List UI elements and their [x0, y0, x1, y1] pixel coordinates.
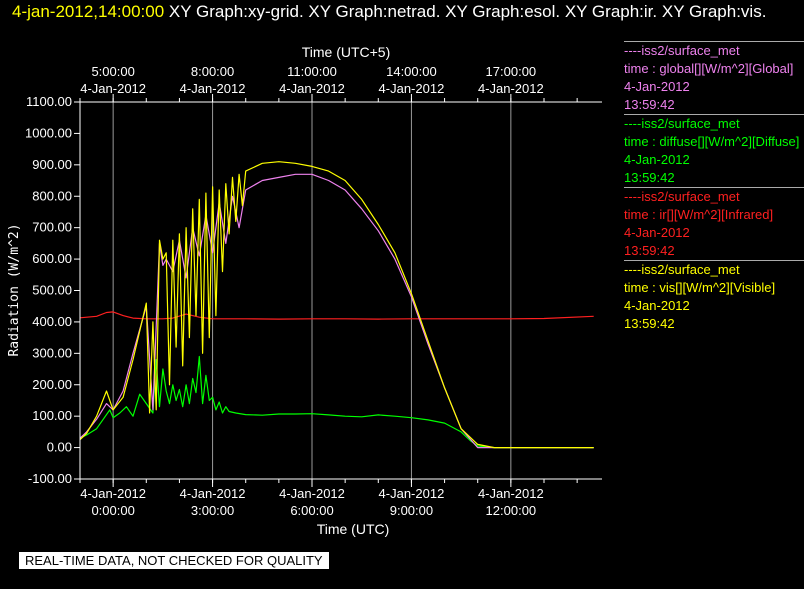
- y-tick-label-0: -100.00: [28, 471, 72, 486]
- x-tick-time-3: 9:00:00: [390, 503, 433, 518]
- x2-axis-title: Time (UTC+5): [302, 44, 391, 60]
- x-tick-date-3: 4-Jan-2012: [379, 486, 445, 501]
- axes-layer: [74, 94, 602, 487]
- x-tick-time-0: 0:00:00: [91, 503, 134, 518]
- chart-header: 4-jan-2012,14:00:00 XY Graph:xy-grid. XY…: [12, 1, 802, 23]
- legend-source: ----iss2/surface_met: [624, 262, 740, 277]
- header-timestamp: 4-jan-2012,14:00:00: [12, 2, 165, 21]
- x2-tick-date-4: 4-Jan-2012: [478, 81, 544, 96]
- legend-source: ----iss2/surface_met: [624, 189, 740, 204]
- y-tick-label-4: 300.00: [32, 345, 72, 360]
- legend-date: 4-Jan-2012: [624, 298, 690, 313]
- legend-source: ----iss2/surface_met: [624, 116, 740, 131]
- legend-date: 4-Jan-2012: [624, 225, 690, 240]
- legend-source: ----iss2/surface_met: [624, 43, 740, 58]
- legend-date: 4-Jan-2012: [624, 152, 690, 167]
- y-tick-label-9: 800.00: [32, 188, 72, 203]
- radiation-chart: -100.00 0.00 100.00 200.00 300.00 400.00 500.0…: [7, 44, 602, 537]
- x-tick-date-0: 4-Jan-2012: [80, 486, 146, 501]
- header-title: XY Graph:xy-grid. XY Graph:netrad. XY Gr…: [164, 2, 767, 21]
- legend-time: 13:59:42: [624, 316, 675, 331]
- x2-tick-time-4: 17:00:00: [486, 64, 537, 79]
- x2-tick-time-0: 5:00:00: [91, 64, 134, 79]
- y-tick-label-5: 400.00: [32, 314, 72, 329]
- legend-date: 4-Jan-2012: [624, 79, 690, 94]
- y-tick-label-2: 100.00: [32, 408, 72, 423]
- y-tick-label-3: 200.00: [32, 377, 72, 392]
- legend-time: 13:59:42: [624, 170, 675, 185]
- y-tick-label-10: 900.00: [32, 157, 72, 172]
- x-tick-time-4: 12:00:00: [486, 503, 537, 518]
- y-tick-label-1: 0.00: [47, 440, 72, 455]
- series-line-diffuse: [79, 355, 594, 449]
- x-tick-time-2: 6:00:00: [290, 503, 333, 518]
- legend-time: 13:59:42: [624, 243, 675, 258]
- x2-tick-date-0: 4-Jan-2012: [80, 81, 146, 96]
- x2-tick-date-3: 4-Jan-2012: [379, 81, 445, 96]
- x2-tick-time-2: 11:00:00: [287, 64, 337, 79]
- x2-tick-time-1: 8:00:00: [191, 64, 234, 79]
- y-tick-label-11: 1000.00: [25, 125, 72, 140]
- grid-layer: [112, 102, 512, 479]
- series-layer: [79, 161, 594, 449]
- x2-tick-date-2: 4-Jan-2012: [279, 81, 345, 96]
- x2-tick-time-3: 14:00:00: [386, 64, 437, 79]
- x-axis-title: Time (UTC): [317, 521, 390, 537]
- x2-tick-date-1: 4-Jan-2012: [180, 81, 246, 96]
- legend-desc: time : global[][W/m^2][Global]: [624, 61, 794, 76]
- legend-desc: time : ir[][W/m^2][Infrared]: [624, 207, 774, 222]
- labels-layer: -100.00 0.00 100.00 200.00 300.00 400.00 500.0…: [7, 44, 544, 537]
- series-line-global: [79, 173, 594, 449]
- series-line-ir: [79, 311, 594, 320]
- y-axis-title: Radiation (W/m^2): [7, 223, 22, 356]
- y-tick-label-12: 1100.00: [26, 94, 72, 109]
- quality-note: REAL-TIME DATA, NOT CHECKED FOR QUALITY: [19, 552, 329, 569]
- y-tick-label-6: 500.00: [32, 283, 72, 298]
- series-line-vis: [79, 161, 594, 449]
- legend-desc: time : diffuse[][W/m^2][Diffuse]: [624, 134, 800, 149]
- y-tick-label-7: 600.00: [32, 251, 72, 266]
- x-tick-date-2: 4-Jan-2012: [279, 486, 345, 501]
- y-tick-label-8: 700.00: [32, 220, 72, 235]
- x-tick-time-1: 3:00:00: [191, 503, 234, 518]
- x-tick-date-4: 4-Jan-2012: [478, 486, 544, 501]
- legend-desc: time : vis[][W/m^2][Visible]: [624, 280, 776, 295]
- legend-time: 13:59:42: [624, 97, 675, 112]
- x-tick-date-1: 4-Jan-2012: [180, 486, 246, 501]
